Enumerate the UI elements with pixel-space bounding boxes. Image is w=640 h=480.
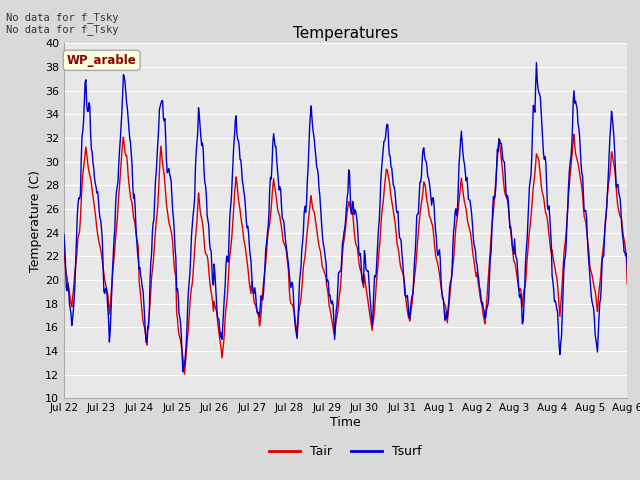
Title: Temperatures: Temperatures xyxy=(293,25,398,41)
Text: No data for f_Tsky
No data for f_Tsky: No data for f_Tsky No data for f_Tsky xyxy=(6,12,119,36)
Y-axis label: Temperature (C): Temperature (C) xyxy=(29,170,42,272)
X-axis label: Time: Time xyxy=(330,416,361,429)
Legend: Tair, Tsurf: Tair, Tsurf xyxy=(264,440,427,463)
Text: WP_arable: WP_arable xyxy=(67,54,136,67)
